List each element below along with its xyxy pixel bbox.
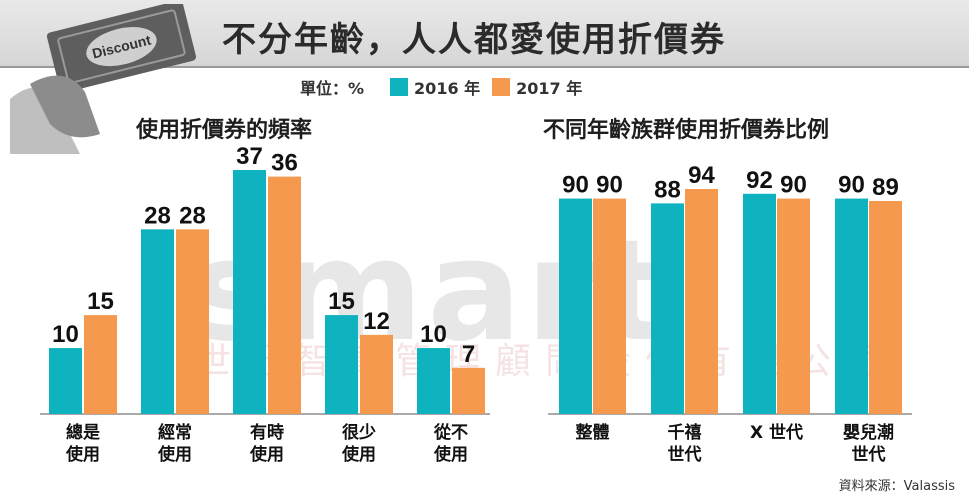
legend-swatch-2016: [390, 78, 409, 96]
chart-0-category-label-1-1: 使用: [157, 444, 192, 465]
legend-item-2017: 2017 年: [492, 75, 582, 99]
chart-0-value-label-1-1: 28: [179, 202, 206, 229]
legend-swatch-2017: [492, 78, 511, 96]
chart-0-category-label-3-1: 使用: [341, 444, 376, 465]
chart-1-bar-0-0: [559, 198, 592, 414]
chart-title-frequency: 使用折價券的頻率: [136, 118, 313, 143]
chart-0-category-label-1-0: 經常: [158, 422, 192, 443]
chart-0-category-label-3-0: 很少: [342, 422, 376, 443]
chart-1-bar-1-0: [651, 203, 684, 414]
chart-0-value-label-0-0: 10: [52, 321, 79, 348]
chart-0-value-label-4-0: 10: [420, 321, 447, 348]
chart-1-category-label-3-0: 嬰兒潮: [843, 422, 894, 443]
unit-label: 單位：%: [300, 79, 365, 98]
chart-1-bar-2-0: [743, 193, 776, 414]
page-title: 不分年齡，人人都愛使用折價券: [222, 20, 726, 60]
discount-ticket-logo: Discount: [10, 4, 197, 154]
legend-label-2016: 2016 年: [414, 79, 481, 98]
chart-0-bar-0-1: [84, 315, 117, 414]
chart-1-bar-1-1: [685, 189, 718, 414]
legend-item-2016: 2016 年: [390, 75, 480, 99]
chart-0-bar-2-1: [268, 176, 301, 414]
source-note: 資料來源：Valassis: [838, 479, 955, 494]
chart-1-value-label-3-1: 89: [872, 174, 899, 201]
chart-1-value-label-2-0: 92: [746, 167, 773, 194]
chart-0-category-label-4-1: 使用: [433, 444, 468, 465]
chart-1-category-label-3-1: 世代: [852, 444, 886, 465]
chart-0-bar-0-0: [49, 348, 82, 414]
chart-0-value-label-3-0: 15: [328, 288, 355, 315]
chart-0-category-label-2-0: 有時: [250, 422, 284, 443]
chart-0-category-label-0-0: 總是: [66, 422, 100, 443]
chart-1-bar-0-1: [593, 198, 626, 414]
chart-0-value-label-1-0: 28: [144, 202, 171, 229]
chart-title-age-groups: 不同年齡族群使用折價券比例: [543, 118, 830, 143]
chart-0-value-label-0-1: 15: [87, 288, 114, 315]
chart-0-bar-1-0: [141, 229, 174, 414]
chart-1-category-label-2-0: X 世代: [750, 422, 803, 443]
chart-0-bar-2-0: [233, 170, 266, 414]
chart-1-value-label-1-0: 88: [654, 176, 681, 203]
chart-0-value-label-2-0: 37: [236, 143, 263, 170]
chart-1-value-label-3-0: 90: [838, 172, 865, 199]
chart-0-bar-4-1: [452, 367, 485, 414]
chart-1-value-label-2-1: 90: [780, 172, 807, 199]
chart-1-category-label-0-0: 整體: [576, 422, 610, 443]
chart-0-bar-1-1: [176, 229, 209, 414]
chart-0-category-label-4-0: 從不: [433, 422, 468, 443]
chart-1-value-label-0-1: 90: [596, 172, 623, 199]
chart-0-category-label-2-1: 使用: [249, 444, 284, 465]
chart-1-category-label-1-1: 世代: [668, 444, 702, 465]
chart-0-bar-4-0: [417, 348, 450, 414]
chart-1-value-label-1-1: 94: [688, 162, 715, 189]
chart-1-bar-3-1: [869, 200, 902, 414]
title-divider: [0, 66, 969, 68]
chart-0-value-label-2-1: 36: [271, 150, 298, 177]
chart-0-value-label-3-1: 12: [363, 308, 390, 335]
unit-legend-row: 單位：% 2016 年 2017 年: [300, 76, 582, 98]
chart-0-bar-3-1: [360, 334, 393, 414]
chart-1-bar-2-1: [777, 198, 810, 414]
chart-0-category-label-0-1: 使用: [65, 444, 100, 465]
legend-label-2017: 2017 年: [516, 79, 583, 98]
chart-1-bar-3-0: [835, 198, 868, 414]
chart-1-value-label-0-0: 90: [562, 172, 589, 199]
chart-0-bar-3-0: [325, 315, 358, 414]
chart-1-category-label-1-0: 千禧: [668, 422, 702, 443]
chart-0-value-label-4-1: 7: [462, 341, 475, 368]
